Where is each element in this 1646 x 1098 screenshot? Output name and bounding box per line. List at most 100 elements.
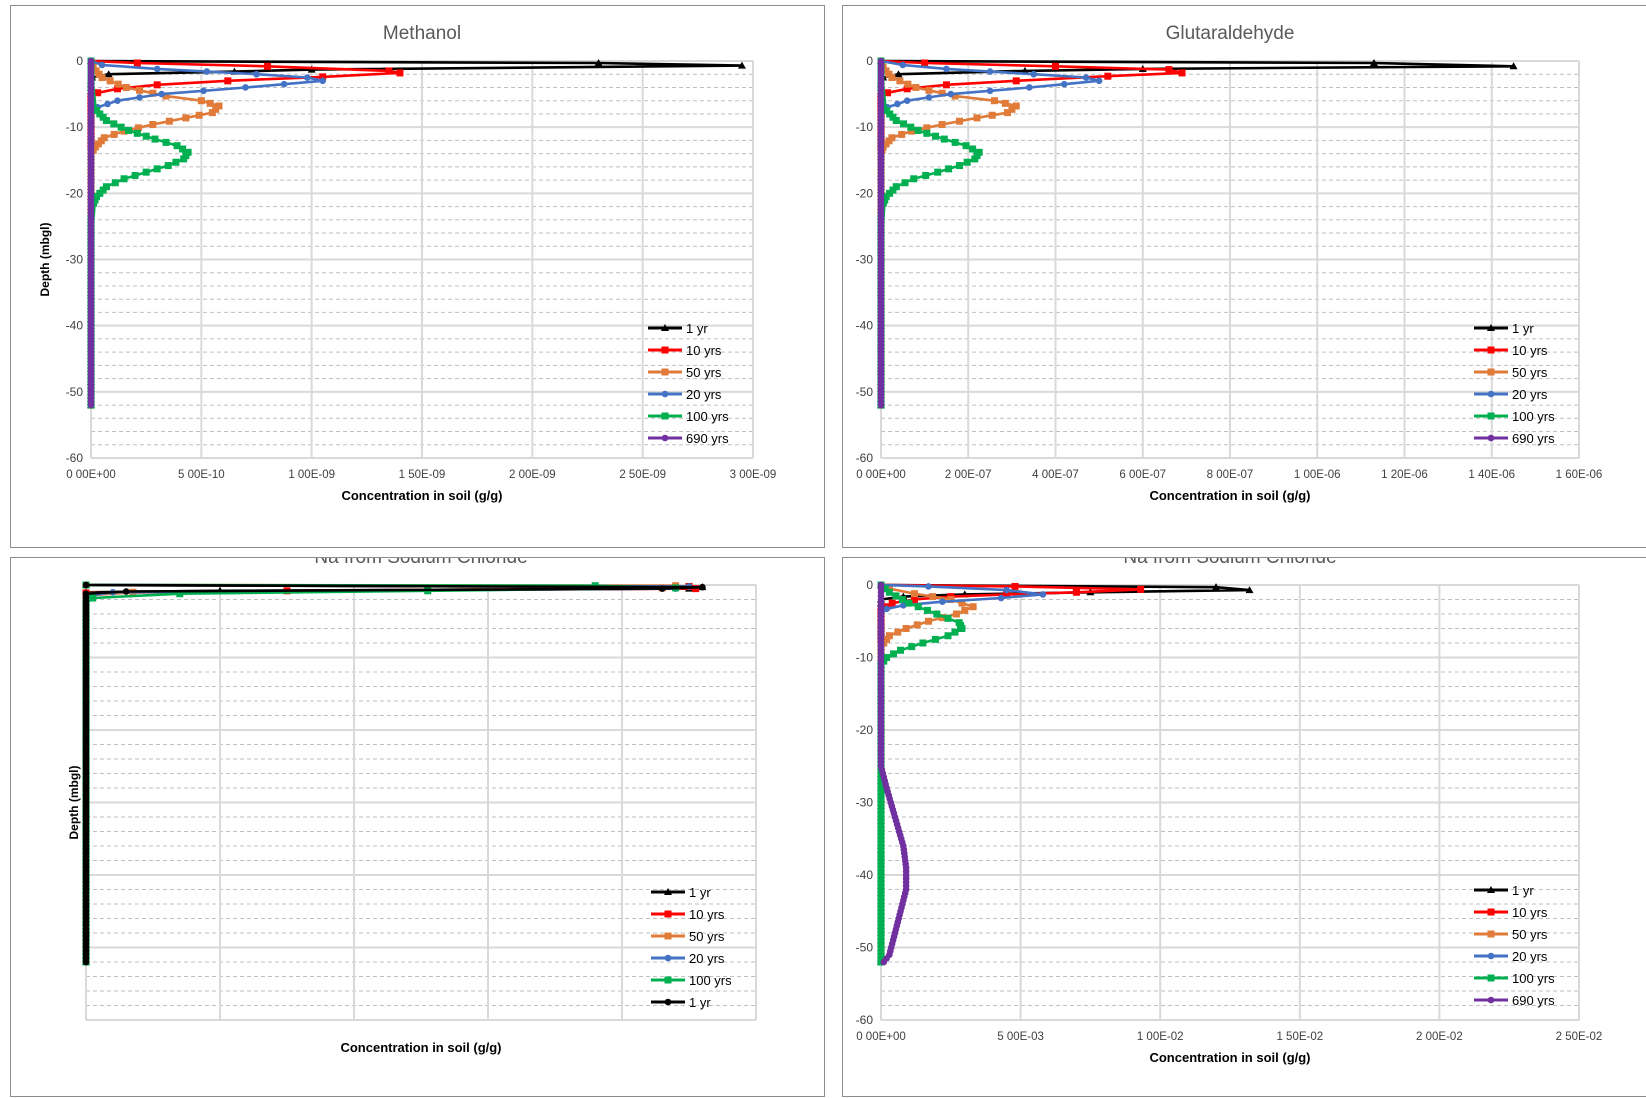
series-100yrs-point bbox=[877, 846, 885, 854]
series-1yr-point bbox=[699, 583, 706, 591]
legend-label: 10 yrs bbox=[686, 343, 722, 358]
series-100yrs-point bbox=[179, 145, 187, 153]
series-100yrs-point bbox=[877, 809, 885, 817]
legend-swatch-marker bbox=[664, 998, 672, 1006]
series-50yrs-point bbox=[951, 92, 959, 100]
series-10yrs-point bbox=[1003, 590, 1011, 598]
x-axis-title: Concentration in soil (g/g) bbox=[1149, 1050, 1310, 1065]
legend-label: 690 yrs bbox=[1512, 431, 1555, 446]
legend-swatch-marker bbox=[661, 434, 669, 442]
series-10yrs-point bbox=[888, 599, 896, 607]
series-100yrs-point bbox=[877, 867, 885, 875]
series-20yrs-point bbox=[1030, 70, 1037, 78]
series-10yrs-point bbox=[153, 81, 161, 89]
series-20yrs-point bbox=[1082, 74, 1090, 81]
y-tick-label: -10 bbox=[66, 120, 84, 134]
legend-label: 10 yrs bbox=[1512, 343, 1548, 358]
series-50yrs-point bbox=[149, 121, 157, 129]
series-50yrs-point bbox=[162, 92, 170, 100]
series-100yrs-point bbox=[180, 155, 188, 163]
series-100yrs-point bbox=[940, 135, 948, 143]
series-100yrs-point bbox=[877, 799, 885, 806]
series-100yrs-point bbox=[877, 896, 885, 904]
series-50yrs-point bbox=[195, 111, 203, 119]
series-50yrs-point bbox=[952, 610, 960, 618]
series-20yrs-point bbox=[1039, 591, 1047, 598]
legend-swatch-marker bbox=[664, 954, 672, 962]
series-100yrs-point bbox=[877, 864, 885, 872]
series-50yrs-point bbox=[938, 121, 946, 129]
x-tick-label: 2 50E-02 bbox=[1556, 1031, 1603, 1043]
series-100yrs-point bbox=[877, 842, 885, 850]
legend-swatch-marker bbox=[1487, 368, 1495, 376]
legend-swatch-marker bbox=[661, 412, 669, 420]
x-axis-title: Concentration in soil (g/g) bbox=[340, 1040, 501, 1055]
series-100yrs-point bbox=[151, 135, 159, 143]
legend-swatch-marker bbox=[1487, 346, 1495, 354]
y-tick-label: -20 bbox=[856, 186, 874, 200]
glutaraldehyde-chart-panel: Glutaraldehyde 0 -10 -20 -30 -40 -50 -60 0 00E+0… bbox=[842, 5, 1646, 548]
series-100yrs-point bbox=[877, 929, 885, 937]
y-tick-label: -50 bbox=[66, 385, 84, 399]
series-100yrs-point bbox=[877, 947, 885, 955]
series-10yrs-point bbox=[396, 69, 404, 77]
y-tick-label: -30 bbox=[856, 796, 874, 810]
series-50yrs-point bbox=[925, 86, 933, 94]
series-100yrs-point bbox=[877, 831, 885, 839]
series-50yrs-point bbox=[904, 80, 912, 88]
series-100yrs-point bbox=[877, 817, 885, 825]
series-50yrs-point bbox=[1001, 99, 1009, 107]
series-20yrs-point bbox=[903, 97, 911, 104]
series-50yrs-point bbox=[134, 124, 142, 132]
series-1yr-point bbox=[894, 70, 903, 78]
x-tick-label: 5 00E-03 bbox=[997, 1031, 1044, 1043]
chart-title: Na from Sodium Chloride bbox=[1123, 558, 1336, 568]
series-100yrs-point bbox=[877, 780, 885, 788]
series-100yrs-point bbox=[120, 175, 128, 183]
series-20yrs-point bbox=[280, 80, 288, 88]
series-690yrs-group bbox=[877, 57, 885, 409]
series-100yrs-point bbox=[877, 791, 885, 799]
y-axis-title: Depth (mbgl) bbox=[38, 223, 52, 297]
series-100yrs-point bbox=[907, 123, 915, 131]
series-10yrs-point bbox=[385, 67, 393, 75]
x-tick-label: 2 00E-02 bbox=[1416, 1031, 1463, 1043]
series-100yrs-point bbox=[102, 117, 110, 125]
series-20yrs-point bbox=[158, 90, 165, 98]
legend-swatch-marker bbox=[1487, 930, 1495, 938]
legend-swatch-marker bbox=[661, 390, 669, 398]
series-50yrs-point bbox=[908, 127, 916, 135]
series-100yrs-point bbox=[877, 915, 885, 922]
series-100yrs-point bbox=[877, 922, 885, 930]
series-100yrs-point bbox=[877, 951, 885, 959]
series-20yrs-point bbox=[943, 65, 950, 73]
x-tick-label: 2 00E-07 bbox=[945, 469, 992, 481]
series-10yrs-point bbox=[113, 85, 121, 93]
series-50yrs-point bbox=[182, 114, 190, 122]
series-50yrs-point bbox=[106, 77, 114, 85]
legend-label: 1 yr bbox=[689, 995, 711, 1010]
legend-swatch-marker bbox=[1487, 952, 1495, 960]
series-100yrs-point bbox=[963, 158, 971, 166]
series-10yrs-point bbox=[1052, 62, 1059, 70]
series-1yr-point bbox=[1245, 586, 1254, 594]
series-100yrs-point bbox=[877, 828, 885, 835]
series-20yrs-point bbox=[1026, 84, 1033, 91]
series-10yrs-point bbox=[94, 89, 102, 97]
series-690yrs-group bbox=[877, 581, 910, 966]
series-50yrs-point bbox=[122, 83, 130, 91]
series-100yrs-point bbox=[131, 171, 139, 179]
series-50yrs-point bbox=[969, 603, 977, 611]
series-50yrs-point bbox=[165, 117, 173, 125]
series-50yrs-point bbox=[990, 97, 998, 105]
legend-label: 50 yrs bbox=[686, 365, 722, 380]
legend-label: 1 yr bbox=[1512, 321, 1534, 336]
legend-label: 20 yrs bbox=[686, 387, 722, 402]
y-tick-label: -10 bbox=[856, 651, 874, 665]
series-20yrs-point bbox=[203, 68, 211, 75]
series-1yr-point bbox=[1212, 583, 1221, 591]
series-20yrs-point bbox=[883, 605, 890, 613]
series-100yrs-point bbox=[969, 145, 977, 153]
series-50yrs-point bbox=[924, 617, 932, 625]
series-50yrs-point bbox=[898, 130, 906, 138]
